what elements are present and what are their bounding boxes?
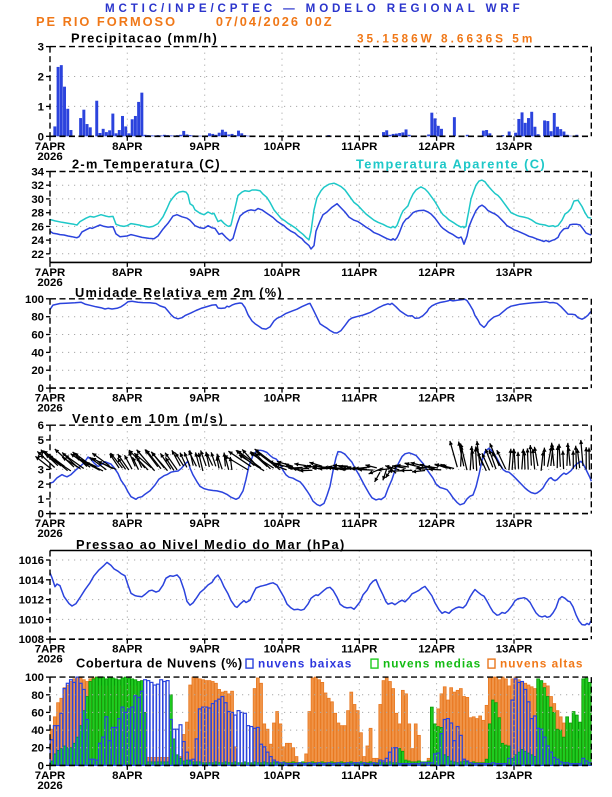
svg-text:32: 32 <box>31 180 44 192</box>
svg-text:9APR: 9APR <box>190 770 220 782</box>
svg-text:10APR: 10APR <box>264 267 301 279</box>
svg-text:3: 3 <box>38 464 44 476</box>
svg-text:100: 100 <box>25 672 44 684</box>
svg-text:Vento em 10m (m/s): Vento em 10m (m/s) <box>72 411 225 426</box>
svg-text:nuvens baixas: nuvens baixas <box>258 657 352 671</box>
svg-text:2: 2 <box>38 479 44 491</box>
svg-text:Pressao ao Nivel Medio do Mar: Pressao ao Nivel Medio do Mar (hPa) <box>76 537 346 552</box>
svg-text:1014: 1014 <box>19 575 45 587</box>
svg-text:20: 20 <box>31 743 44 755</box>
svg-text:12APR: 12APR <box>418 141 455 153</box>
svg-text:9APR: 9APR <box>190 393 220 405</box>
svg-text:13APR: 13APR <box>496 267 533 279</box>
svg-text:10APR: 10APR <box>264 770 301 782</box>
svg-text:3: 3 <box>38 42 44 54</box>
svg-text:8APR: 8APR <box>112 518 142 530</box>
svg-text:8APR: 8APR <box>112 770 142 782</box>
svg-text:1012: 1012 <box>19 595 44 607</box>
svg-text:100: 100 <box>25 294 44 306</box>
svg-text:80: 80 <box>31 690 44 702</box>
svg-text:11APR: 11APR <box>341 518 377 530</box>
svg-text:12APR: 12APR <box>418 267 455 279</box>
svg-text:80: 80 <box>31 312 44 324</box>
svg-text:2026: 2026 <box>37 780 62 792</box>
svg-text:9APR: 9APR <box>190 518 220 530</box>
svg-text:8APR: 8APR <box>112 267 142 279</box>
svg-text:40: 40 <box>31 347 44 359</box>
svg-text:22: 22 <box>31 249 44 261</box>
svg-text:11APR: 11APR <box>341 770 377 782</box>
svg-text:1016: 1016 <box>19 555 44 567</box>
svg-text:8APR: 8APR <box>112 141 142 153</box>
svg-text:2026: 2026 <box>37 403 62 415</box>
svg-text:12APR: 12APR <box>418 644 455 656</box>
svg-text:10APR: 10APR <box>264 518 301 530</box>
svg-text:10APR: 10APR <box>264 393 301 405</box>
svg-text:5: 5 <box>38 435 45 447</box>
svg-text:12APR: 12APR <box>418 518 455 530</box>
svg-text:11APR: 11APR <box>341 393 377 405</box>
svg-text:9APR: 9APR <box>190 267 220 279</box>
svg-text:13APR: 13APR <box>496 518 533 530</box>
svg-text:9APR: 9APR <box>190 644 220 656</box>
svg-text:9APR: 9APR <box>190 141 220 153</box>
svg-text:1: 1 <box>38 101 45 113</box>
svg-text:2026: 2026 <box>37 528 62 540</box>
svg-text:13APR: 13APR <box>496 141 533 153</box>
svg-text:2026: 2026 <box>37 654 62 666</box>
svg-text:35.1586W 8.6636S 5m: 35.1586W 8.6636S 5m <box>357 32 535 46</box>
svg-text:Cobertura de Nuvens (%): Cobertura de Nuvens (%) <box>76 656 243 671</box>
svg-text:2: 2 <box>38 72 44 84</box>
svg-text:26: 26 <box>31 221 44 233</box>
svg-text:20: 20 <box>31 365 44 377</box>
svg-text:Temperatura Aparente (C): Temperatura Aparente (C) <box>356 157 546 172</box>
svg-text:13APR: 13APR <box>496 770 533 782</box>
svg-text:30: 30 <box>31 194 44 206</box>
svg-text:Precipitacao (mm/h): Precipitacao (mm/h) <box>71 30 218 45</box>
svg-text:28: 28 <box>31 208 44 220</box>
svg-text:10APR: 10APR <box>264 141 301 153</box>
svg-text:8APR: 8APR <box>112 644 142 656</box>
svg-text:2026: 2026 <box>37 151 62 163</box>
svg-text:Umidade Relativa em 2m (%): Umidade Relativa em 2m (%) <box>75 285 283 300</box>
svg-text:60: 60 <box>31 330 44 342</box>
svg-text:nuvens medias: nuvens medias <box>383 657 481 671</box>
svg-text:12APR: 12APR <box>418 770 455 782</box>
svg-text:10APR: 10APR <box>264 644 301 656</box>
svg-text:2026: 2026 <box>37 277 62 289</box>
svg-text:34: 34 <box>31 167 44 179</box>
svg-text:11APR: 11APR <box>341 267 377 279</box>
svg-text:1010: 1010 <box>19 614 44 626</box>
svg-text:13APR: 13APR <box>496 393 533 405</box>
svg-text:24: 24 <box>31 235 44 247</box>
svg-text:6: 6 <box>38 420 44 432</box>
svg-text:11APR: 11APR <box>341 644 377 656</box>
svg-text:60: 60 <box>31 707 44 719</box>
svg-text:PE RIO FORMOSO 07/04/202: PE RIO FORMOSO 07/04/2026 00Z <box>36 14 334 29</box>
svg-text:40: 40 <box>31 725 44 737</box>
svg-text:4: 4 <box>38 450 45 462</box>
svg-text:nuvens altas: nuvens altas <box>500 657 583 671</box>
svg-text:1: 1 <box>38 494 45 506</box>
svg-text:2-m Temperatura (C): 2-m Temperatura (C) <box>72 157 221 172</box>
svg-text:12APR: 12APR <box>418 393 455 405</box>
svg-text:13APR: 13APR <box>496 644 533 656</box>
svg-text:8APR: 8APR <box>112 393 142 405</box>
svg-text:11APR: 11APR <box>341 141 377 153</box>
